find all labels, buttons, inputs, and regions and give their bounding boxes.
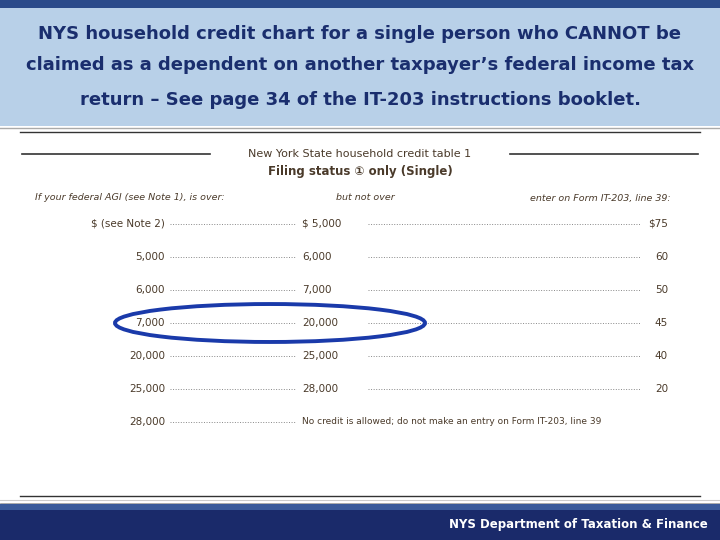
Text: 25,000: 25,000 bbox=[302, 351, 338, 361]
Text: 50: 50 bbox=[655, 285, 668, 295]
Text: 28,000: 28,000 bbox=[302, 384, 338, 394]
Text: 5,000: 5,000 bbox=[135, 252, 165, 262]
Text: 45: 45 bbox=[654, 318, 668, 328]
Text: 6,000: 6,000 bbox=[135, 285, 165, 295]
Text: enter on Form IT-203, line 39:: enter on Form IT-203, line 39: bbox=[530, 193, 670, 202]
Text: New York State household credit table 1: New York State household credit table 1 bbox=[248, 149, 472, 159]
Text: 20: 20 bbox=[655, 384, 668, 394]
Text: No credit is allowed; do not make an entry on Form IT-203, line 39: No credit is allowed; do not make an ent… bbox=[302, 417, 601, 427]
Text: 20,000: 20,000 bbox=[129, 351, 165, 361]
Text: 40: 40 bbox=[655, 351, 668, 361]
Text: 20,000: 20,000 bbox=[302, 318, 338, 328]
Bar bbox=[0, 504, 720, 540]
Bar bbox=[0, 504, 720, 510]
Text: NYS household credit chart for a single person who CANNOT be: NYS household credit chart for a single … bbox=[38, 25, 682, 43]
Text: Filing status ① only (Single): Filing status ① only (Single) bbox=[268, 165, 452, 179]
Text: claimed as a dependent on another taxpayer’s federal income tax: claimed as a dependent on another taxpay… bbox=[26, 56, 694, 73]
Text: return – See page 34 of the IT-203 instructions booklet.: return – See page 34 of the IT-203 instr… bbox=[79, 91, 641, 109]
Text: NYS Department of Taxation & Finance: NYS Department of Taxation & Finance bbox=[449, 518, 708, 531]
Text: $ 5,000: $ 5,000 bbox=[302, 219, 341, 229]
Text: $75: $75 bbox=[648, 219, 668, 229]
Text: If your federal AGI (see Note 1), is over:: If your federal AGI (see Note 1), is ove… bbox=[35, 193, 225, 202]
Bar bbox=[0, 0, 720, 8]
Text: but not over: but not over bbox=[336, 193, 395, 202]
Text: 7,000: 7,000 bbox=[302, 285, 331, 295]
Text: 7,000: 7,000 bbox=[135, 318, 165, 328]
Text: 6,000: 6,000 bbox=[302, 252, 331, 262]
Text: $ (see Note 2): $ (see Note 2) bbox=[91, 219, 165, 229]
Text: 28,000: 28,000 bbox=[129, 417, 165, 427]
Bar bbox=[0, 8, 720, 126]
Text: 25,000: 25,000 bbox=[129, 384, 165, 394]
Text: 60: 60 bbox=[655, 252, 668, 262]
